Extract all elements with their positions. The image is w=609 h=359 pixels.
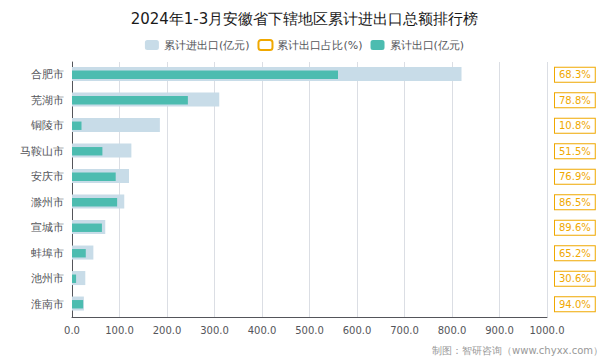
svg-text:94.0%: 94.0% — [559, 299, 591, 310]
svg-text:安庆市: 安庆市 — [31, 170, 64, 183]
svg-text:78.8%: 78.8% — [559, 95, 591, 106]
svg-text:累计进出口(亿元): 累计进出口(亿元) — [164, 39, 250, 52]
svg-text:1000.0: 1000.0 — [530, 325, 565, 336]
svg-text:600.0: 600.0 — [343, 325, 372, 336]
svg-text:0.0: 0.0 — [64, 325, 80, 336]
svg-text:30.6%: 30.6% — [559, 273, 591, 284]
svg-text:86.5%: 86.5% — [559, 197, 591, 208]
svg-text:累计出口(亿元): 累计出口(亿元) — [390, 39, 465, 52]
svg-text:89.6%: 89.6% — [559, 222, 591, 233]
svg-text:淮南市: 淮南市 — [31, 298, 64, 311]
svg-text:制图：智研咨询（www.chyxx.com）: 制图：智研咨询（www.chyxx.com） — [432, 345, 603, 356]
svg-text:滁州市: 滁州市 — [31, 196, 64, 209]
svg-text:宣城市: 宣城市 — [31, 221, 64, 234]
svg-text:池州市: 池州市 — [31, 272, 64, 285]
svg-text:累计出口占比(%): 累计出口占比(%) — [277, 39, 362, 52]
svg-text:铜陵市: 铜陵市 — [30, 119, 64, 132]
svg-text:68.3%: 68.3% — [559, 69, 591, 80]
svg-text:马鞍山市: 马鞍山市 — [20, 145, 64, 158]
svg-text:合肥市: 合肥市 — [31, 68, 64, 81]
svg-text:500.0: 500.0 — [295, 325, 324, 336]
svg-text:200.0: 200.0 — [153, 325, 182, 336]
svg-text:400.0: 400.0 — [248, 325, 277, 336]
svg-text:300.0: 300.0 — [200, 325, 229, 336]
svg-text:2024年1-3月安徽省下辖地区累计进出口总额排行榜: 2024年1-3月安徽省下辖地区累计进出口总额排行榜 — [131, 10, 479, 28]
svg-text:10.8%: 10.8% — [559, 120, 591, 131]
svg-text:900.0: 900.0 — [485, 325, 514, 336]
svg-text:芜湖市: 芜湖市 — [31, 94, 64, 107]
svg-text:100.0: 100.0 — [105, 325, 134, 336]
svg-text:800.0: 800.0 — [438, 325, 467, 336]
svg-text:蚌埠市: 蚌埠市 — [31, 247, 64, 260]
svg-text:76.9%: 76.9% — [559, 171, 591, 182]
svg-text:700.0: 700.0 — [390, 325, 419, 336]
svg-text:51.5%: 51.5% — [559, 146, 591, 157]
svg-text:65.2%: 65.2% — [559, 248, 591, 259]
